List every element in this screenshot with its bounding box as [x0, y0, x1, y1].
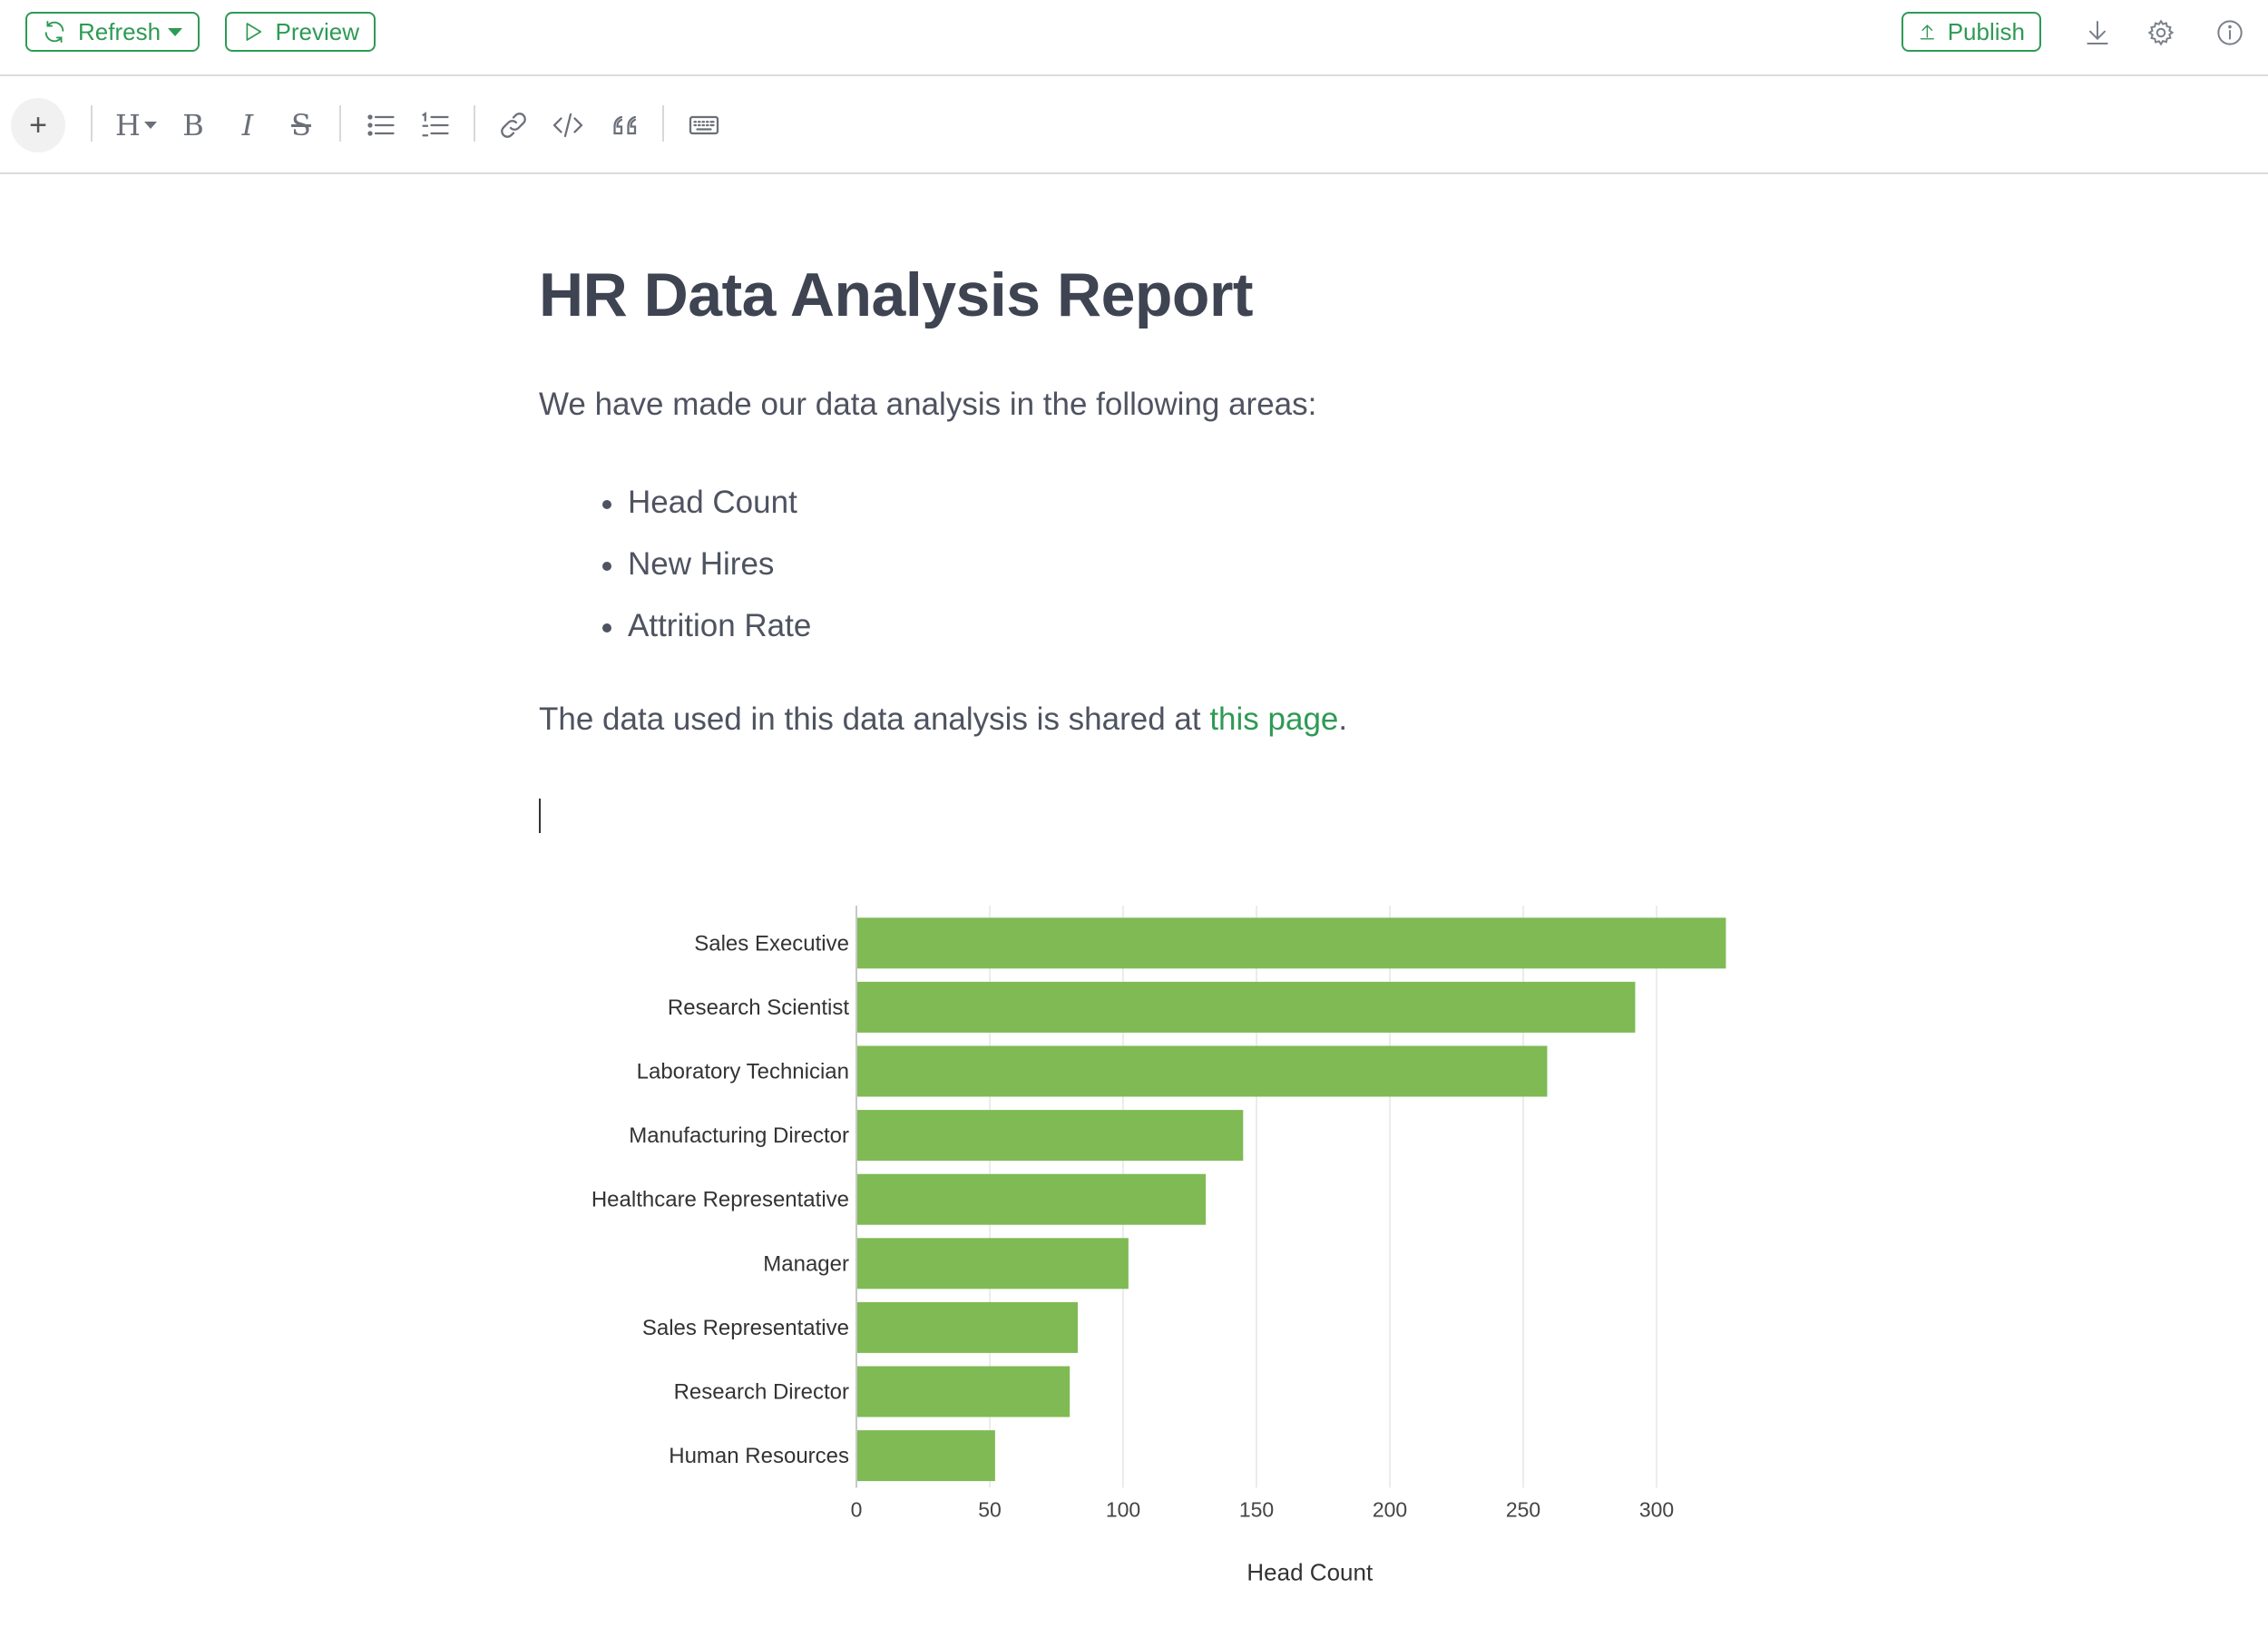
play-icon [246, 23, 262, 41]
x-tick-label: 200 [1373, 1497, 1407, 1521]
heading-button[interactable]: H [112, 107, 160, 143]
numbered-list-icon[interactable] [419, 107, 452, 143]
gear-icon[interactable] [2146, 18, 2175, 47]
refresh-button[interactable]: Refresh [25, 12, 200, 52]
refresh-label: Refresh [78, 17, 161, 45]
category-label: Research Scientist [668, 995, 849, 1020]
bar [857, 981, 1636, 1033]
bar [857, 1238, 1129, 1290]
toolbar-divider [474, 105, 475, 142]
category-label: Human Resources [669, 1444, 849, 1468]
page-title: HR Data Analysis Report [539, 260, 1254, 329]
category-label: Sales Representative [642, 1316, 849, 1340]
toolbar-divider [91, 105, 93, 142]
list-item: Head Count [599, 479, 811, 541]
category-label: Research Director [674, 1380, 849, 1405]
bar [857, 1045, 1548, 1097]
bar [857, 1110, 1244, 1162]
bar [857, 1366, 1070, 1417]
upload-icon [1920, 25, 1934, 40]
list-item: Attrition Rate [599, 603, 811, 664]
strikethrough-button[interactable]: S [285, 107, 318, 143]
toolbar-divider [339, 105, 341, 142]
data-source-text: The data used in this data analysis is s… [539, 701, 1210, 737]
head-count-chart: 0 50 100 150 200 250 300 Sales Executive Researc… [526, 898, 1796, 1611]
text-cursor [539, 799, 541, 833]
x-tick-label: 250 [1506, 1497, 1540, 1521]
list-item: New Hires [599, 541, 811, 603]
strike-label: S [291, 108, 311, 142]
publish-label: Publish [1947, 17, 2025, 45]
link-icon[interactable] [497, 107, 530, 143]
category-label: Laboratory Technician [637, 1060, 849, 1084]
x-tick-label: 100 [1106, 1497, 1140, 1521]
bold-label: B [182, 108, 204, 142]
toolbar-divider [662, 105, 664, 142]
refresh-icon [44, 20, 64, 44]
bar [857, 1301, 1079, 1353]
data-source-suffix: . [1338, 701, 1348, 737]
add-block-button[interactable]: + [11, 98, 65, 152]
publish-button[interactable]: Publish [1901, 12, 2041, 52]
x-tick-label: 150 [1239, 1497, 1274, 1521]
bullet-list-icon[interactable] [365, 107, 397, 143]
quote-icon[interactable] [608, 107, 640, 143]
bar [857, 1173, 1207, 1225]
intro-paragraph: We have made our data analysis in the fo… [539, 387, 1317, 422]
bold-button[interactable]: B [178, 107, 209, 143]
code-icon[interactable] [552, 107, 584, 143]
data-source-paragraph: The data used in this data analysis is s… [539, 701, 1347, 738]
keyboard-icon[interactable] [688, 107, 720, 143]
x-tick-label: 300 [1639, 1497, 1674, 1521]
format-toolbar: + H B I S [0, 76, 2268, 174]
italic-button[interactable]: I [232, 107, 263, 143]
x-axis-title: Head Count [1246, 1558, 1374, 1585]
info-icon[interactable] [2215, 18, 2244, 47]
this-page-link[interactable]: this page [1209, 701, 1339, 737]
bar [857, 917, 1726, 969]
category-label: Manager [763, 1251, 849, 1276]
bar [857, 1430, 995, 1482]
category-label: Manufacturing Director [629, 1123, 849, 1148]
chevron-down-icon [168, 27, 183, 36]
italic-label: I [241, 108, 254, 142]
heading-label: H [115, 108, 141, 142]
chevron-down-icon [143, 122, 157, 129]
area-list: Head Count New Hires Attrition Rate [599, 479, 811, 664]
bar-chart: 0 50 100 150 200 250 300 Sales Executive Researc… [591, 906, 1726, 1585]
x-tick-label: 50 [978, 1497, 1002, 1521]
preview-button[interactable]: Preview [225, 12, 376, 52]
top-bar: Refresh Preview Publish [0, 0, 2268, 76]
preview-label: Preview [275, 17, 359, 45]
category-label: Sales Executive [694, 931, 849, 956]
download-icon[interactable] [2083, 18, 2112, 47]
x-tick-label: 0 [851, 1497, 863, 1521]
category-label: Healthcare Representative [591, 1188, 849, 1212]
